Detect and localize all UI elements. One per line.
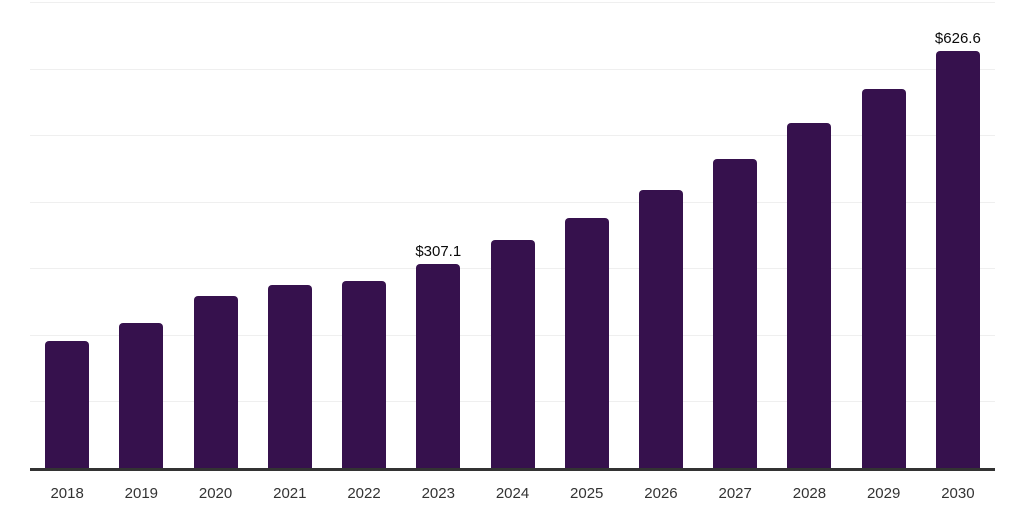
bar-2019 — [119, 322, 164, 468]
x-tick-2025: 2025 — [570, 485, 604, 502]
x-tick-2023: 2023 — [421, 485, 455, 502]
x-axis-labels: 2018 2019 2020 2021 2022 2023 2024 2025 2026 2027… — [30, 485, 995, 505]
bar-2020 — [193, 296, 238, 468]
x-axis-line — [30, 468, 995, 471]
bar-2021 — [267, 285, 312, 468]
x-tick-2020: 2020 — [198, 485, 233, 502]
bar-2024 — [490, 239, 535, 468]
bar-label-2023: $307.1 — [415, 242, 462, 260]
bar-2030 — [935, 50, 980, 468]
bar-2018 — [45, 340, 90, 468]
bar-2022 — [342, 281, 387, 468]
x-tick-2028: 2028 — [792, 485, 827, 502]
gridline — [30, 2, 995, 3]
x-tick-2021: 2021 — [273, 485, 307, 502]
x-tick-2022: 2022 — [347, 485, 381, 502]
x-tick-2030: 2030 — [941, 485, 975, 502]
bar-2026 — [638, 189, 683, 468]
x-tick-2024: 2024 — [495, 485, 530, 502]
gridline — [30, 68, 995, 70]
bar-2028 — [787, 123, 832, 468]
x-tick-2027: 2027 — [718, 485, 752, 502]
bar-2029 — [861, 89, 906, 468]
gridline — [30, 201, 995, 203]
bar-label-2030: $626.6 — [934, 29, 981, 47]
x-tick-2019: 2019 — [124, 485, 159, 502]
x-tick-2029: 2029 — [866, 485, 901, 502]
gridline — [30, 135, 995, 137]
bar-2027 — [713, 159, 758, 468]
x-tick-2026: 2026 — [644, 485, 678, 502]
bar-2025 — [564, 217, 609, 468]
plot-area: $307.1 $626.6 — [30, 2, 995, 471]
x-tick-2018: 2018 — [50, 485, 84, 502]
bar-2023 — [416, 263, 461, 468]
